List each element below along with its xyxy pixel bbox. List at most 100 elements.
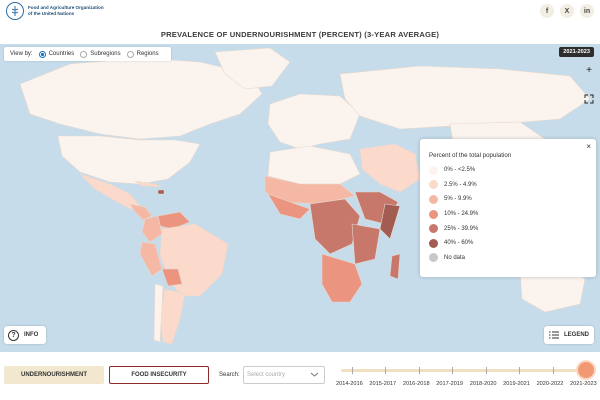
legend-item: 2.5% - 4.9% bbox=[429, 178, 596, 193]
legend-button-label: LEGEND bbox=[564, 332, 590, 338]
tab-undernourishment[interactable]: UNDERNOURISHMENT bbox=[4, 366, 104, 384]
year-badge: 2021-2023 bbox=[559, 47, 594, 57]
region-europe[interactable] bbox=[267, 93, 361, 150]
x-icon[interactable]: X bbox=[560, 4, 574, 18]
region-central-africa[interactable] bbox=[309, 198, 361, 255]
timeline-tick[interactable] bbox=[519, 367, 521, 374]
country-usa[interactable] bbox=[57, 135, 201, 185]
timeline-year-label[interactable]: 2015-2017 bbox=[369, 381, 397, 387]
timeline-year-label[interactable]: 2019-2021 bbox=[503, 381, 530, 387]
region-central-america[interactable] bbox=[129, 203, 153, 221]
view-option-label: Subregions bbox=[90, 51, 121, 57]
country-russia[interactable] bbox=[339, 65, 591, 130]
legend-item-label: 5% - 9.9% bbox=[444, 196, 472, 203]
country-bolivia[interactable] bbox=[161, 268, 183, 287]
view-option-subregions[interactable]: Subregions bbox=[80, 50, 121, 58]
legend-panel: × Percent of the total population 0% - <… bbox=[420, 139, 596, 277]
fullscreen-icon[interactable] bbox=[584, 94, 594, 104]
view-by-selector: View by: Countries Subregions Regions bbox=[4, 47, 171, 61]
legend-swatch bbox=[429, 194, 438, 204]
legend-item: 10% - 24.9% bbox=[429, 207, 596, 222]
legend-title: Percent of the total population bbox=[429, 152, 512, 159]
radio-icon[interactable] bbox=[126, 50, 134, 58]
info-label: INFO bbox=[24, 332, 39, 338]
country-peru[interactable] bbox=[139, 241, 163, 277]
chevron-down-icon[interactable] bbox=[310, 371, 319, 378]
legend-swatch bbox=[429, 165, 438, 175]
world-map[interactable]: View by: Countries Subregions Regions 20… bbox=[0, 44, 600, 352]
tab-food-insecurity[interactable]: FOOD INSECURITY bbox=[109, 366, 209, 384]
facebook-icon[interactable]: f bbox=[540, 4, 554, 18]
help-icon: ? bbox=[8, 329, 19, 341]
timeline-year-label[interactable]: 2020-2022 bbox=[536, 381, 564, 387]
legend-item: 40% - 60% bbox=[429, 236, 596, 251]
country-chile[interactable] bbox=[153, 283, 164, 343]
region-west-africa[interactable] bbox=[267, 193, 311, 220]
region-north-africa[interactable] bbox=[267, 145, 361, 185]
legend-swatch bbox=[429, 253, 438, 263]
view-by-label: View by: bbox=[10, 51, 33, 57]
list-icon bbox=[549, 331, 559, 339]
radio-selected-icon[interactable] bbox=[38, 50, 46, 58]
timeline-track[interactable] bbox=[341, 369, 594, 372]
social-links: f X in bbox=[534, 4, 594, 18]
view-option-label: Countries bbox=[48, 51, 75, 57]
timeline-year-label[interactable]: 2017-2019 bbox=[436, 381, 464, 387]
zoom-in-button[interactable]: + bbox=[586, 65, 592, 76]
org-name: Food and Agriculture Organization of the… bbox=[28, 5, 104, 16]
country-colombia[interactable] bbox=[141, 215, 163, 243]
close-icon[interactable]: × bbox=[586, 142, 591, 151]
country-somalia[interactable] bbox=[379, 203, 401, 240]
timeline-year-label[interactable]: 2021-2023 bbox=[570, 381, 597, 387]
country-cuba[interactable] bbox=[134, 180, 163, 188]
timeline-year-label[interactable]: 2018-2020 bbox=[469, 381, 497, 387]
timeline-thumb[interactable] bbox=[578, 362, 594, 378]
region-east-africa[interactable] bbox=[351, 223, 381, 265]
legend-item-label: 0% - <2.5% bbox=[444, 167, 476, 174]
legend-button[interactable]: LEGEND bbox=[544, 326, 594, 344]
timeline-year-label[interactable]: 2016-2018 bbox=[402, 381, 430, 387]
page-title: PREVALENCE OF UNDERNOURISHMENT (PERCENT)… bbox=[160, 30, 440, 39]
legend-swatch bbox=[429, 224, 438, 234]
legend-item: 25% - 39.9% bbox=[429, 221, 596, 236]
radio-icon[interactable] bbox=[80, 50, 88, 58]
org-name-line2: of the United Nations bbox=[28, 11, 75, 16]
country-argentina[interactable] bbox=[159, 288, 186, 345]
legend-swatch bbox=[429, 180, 438, 190]
view-option-countries[interactable]: Countries bbox=[38, 50, 75, 58]
legend-swatch bbox=[429, 238, 438, 248]
info-button[interactable]: ? INFO bbox=[4, 326, 46, 344]
legend-item: 0% - <2.5% bbox=[429, 163, 596, 178]
timeline-year-label[interactable]: 2014-2016 bbox=[336, 381, 363, 387]
world-map-canvas[interactable] bbox=[0, 44, 600, 352]
country-search-select[interactable]: Select country bbox=[243, 366, 325, 384]
legend-item-label: 40% - 60% bbox=[444, 240, 474, 247]
legend-item-label: 25% - 39.9% bbox=[444, 225, 479, 232]
org-name-line1: Food and Agriculture Organization bbox=[28, 5, 104, 11]
timeline-tick[interactable] bbox=[485, 367, 487, 374]
legend-item: No data bbox=[429, 251, 596, 266]
region-middle-east[interactable] bbox=[359, 143, 421, 193]
country-madagascar[interactable] bbox=[389, 253, 401, 280]
timeline-tick[interactable] bbox=[418, 367, 420, 374]
timeline-tick[interactable] bbox=[385, 367, 387, 374]
region-southern-africa[interactable] bbox=[321, 253, 363, 303]
view-option-regions[interactable]: Regions bbox=[126, 50, 159, 58]
view-option-label: Regions bbox=[136, 51, 159, 57]
timeline-tick[interactable] bbox=[452, 367, 454, 374]
country-haiti[interactable] bbox=[157, 189, 165, 195]
timeline-tick[interactable] bbox=[552, 367, 554, 374]
legend-item: 5% - 9.9% bbox=[429, 192, 596, 207]
year-timeline-slider[interactable]: 2014-2016 2015-2017 2016-2018 2017-2019 2018… bbox=[336, 362, 600, 400]
legend-item-label: 10% - 24.9% bbox=[444, 211, 479, 218]
timeline-tick[interactable] bbox=[352, 367, 353, 374]
country-greenland[interactable] bbox=[214, 47, 291, 90]
fao-logo[interactable]: Food and Agriculture Organization of the… bbox=[6, 2, 104, 20]
bottom-bar: UNDERNOURISHMENT FOOD INSECURITY Search:… bbox=[0, 352, 600, 400]
fao-emblem-icon bbox=[6, 2, 24, 20]
linkedin-icon[interactable]: in bbox=[580, 4, 594, 18]
header: Food and Agriculture Organization of the… bbox=[0, 0, 600, 44]
legend-item-label: No data bbox=[444, 254, 466, 261]
legend-items: 0% - <2.5% 2.5% - 4.9% 5% - 9.9% 10% - 24.9… bbox=[429, 163, 596, 265]
